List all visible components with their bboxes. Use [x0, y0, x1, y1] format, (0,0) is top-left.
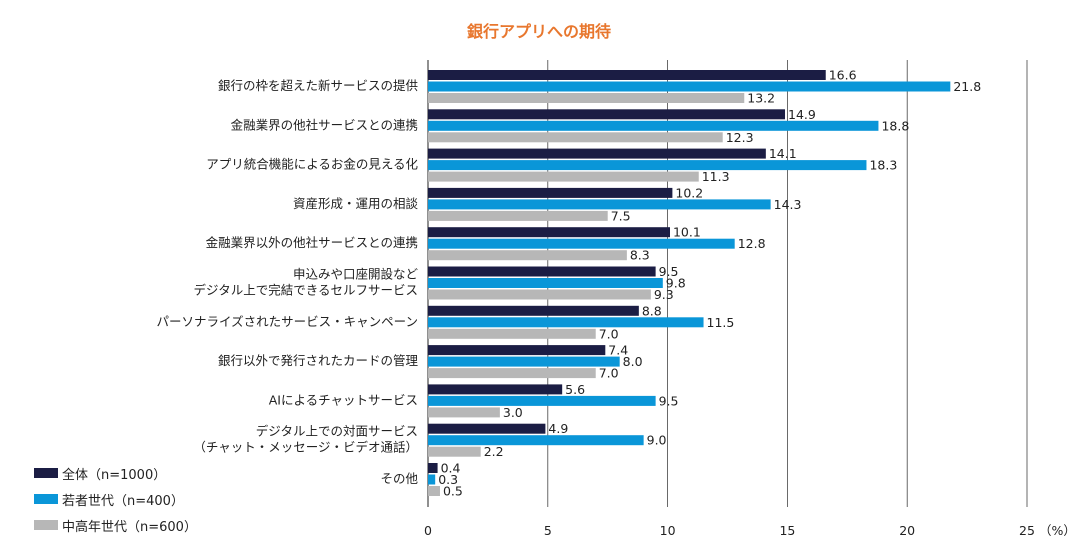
x-tick-label-15: 15: [779, 523, 795, 538]
category-label-9-0: デジタル上での対面サービス: [256, 424, 418, 439]
data-label-0-5: 9.5: [659, 264, 679, 279]
bar-1-8: [428, 395, 656, 406]
data-label-2-1: 12.3: [726, 130, 754, 145]
x-tick-label-20: 20: [899, 523, 915, 538]
legend-label-young: 若者世代（n=400）: [62, 493, 184, 509]
data-label-0-1: 14.9: [788, 107, 816, 122]
data-label-2-10: 0.5: [443, 484, 463, 499]
data-label-1-0: 21.8: [953, 79, 981, 94]
bar-2-0: [428, 93, 745, 103]
data-label-0-8: 5.6: [565, 382, 585, 397]
legend: 全体（n=1000） 若者世代（n=400） 中高年世代（n=600）: [34, 460, 197, 538]
bar-0-2: [428, 148, 766, 159]
category-label-5-0: 申込みや口座開設など: [293, 267, 419, 282]
bar-1-4: [428, 238, 735, 249]
bar-2-9: [428, 446, 481, 457]
legend-label-senior: 中高年世代（n=600）: [62, 519, 197, 535]
bar-2-10: [428, 486, 440, 496]
category-label-2: アプリ統合機能によるお金の見える化: [206, 157, 418, 172]
bar-0-7: [428, 345, 606, 356]
bar-0-8: [428, 384, 563, 395]
bar-1-7: [428, 356, 620, 367]
bar-2-6: [428, 328, 596, 339]
data-label-1-8: 9.5: [659, 393, 679, 408]
x-tick-label-0: 0: [424, 523, 432, 538]
category-label-0: 銀行の枠を超えた新サービスの提供: [218, 78, 418, 93]
data-label-1-9: 9.0: [647, 433, 667, 448]
bar-1-5: [428, 278, 663, 288]
data-label-1-3: 14.3: [774, 197, 802, 212]
bar-0-10: [428, 463, 438, 473]
data-label-2-5: 9.3: [654, 287, 674, 302]
data-label-0-3: 10.2: [675, 185, 703, 200]
bar-0-3: [428, 187, 673, 198]
data-label-0-0: 16.6: [829, 68, 857, 83]
category-label-7: 銀行以外で発行されたカードの管理: [218, 353, 419, 368]
bar-1-3: [428, 199, 771, 210]
bar-2-2: [428, 171, 699, 182]
bar-2-5: [428, 289, 651, 300]
bar-1-0: [428, 81, 951, 92]
x-tick-label-5: 5: [544, 523, 552, 538]
bar-0-4: [428, 227, 670, 238]
data-label-2-7: 7.0: [599, 366, 619, 381]
data-label-1-5: 9.8: [666, 276, 686, 291]
x-tick-label-25: 25: [1019, 523, 1035, 538]
bar-2-7: [428, 368, 596, 379]
bar-1-9: [428, 435, 644, 446]
bar-1-6: [428, 317, 704, 328]
legend-item-young: 若者世代（n=400）: [34, 486, 197, 512]
legend-swatch-young: [34, 494, 58, 504]
legend-swatch-all: [34, 468, 58, 478]
data-label-1-4: 12.8: [738, 236, 766, 251]
category-label-1: 金融業界の他社サービスとの連携: [231, 117, 418, 132]
bar-0-6: [428, 305, 639, 316]
data-label-2-2: 11.3: [702, 169, 730, 184]
x-tick-label-10: 10: [660, 523, 676, 538]
data-label-2-9: 2.2: [484, 444, 504, 459]
bar-1-10: [428, 474, 436, 485]
legend-swatch-senior: [34, 520, 58, 530]
category-label-4: 金融業界以外の他社サービスとの連携: [206, 235, 418, 250]
data-label-0-2: 14.1: [769, 146, 797, 161]
bar-0-9: [428, 423, 546, 434]
data-label-2-4: 8.3: [630, 248, 650, 263]
legend-item-all: 全体（n=1000）: [34, 460, 197, 486]
data-label-1-2: 18.3: [869, 158, 897, 173]
category-label-5-1: デジタル上で完結できるセルフサービス: [193, 283, 418, 298]
category-label-3: 資産形成・運用の相談: [293, 196, 419, 211]
bar-1-1: [428, 120, 879, 131]
bar-0-5: [428, 266, 656, 277]
chart-title: 銀行アプリへの期待: [466, 22, 611, 41]
bar-1-2: [428, 160, 867, 171]
data-label-1-6: 11.5: [707, 315, 735, 330]
data-label-0-9: 4.9: [548, 421, 568, 436]
data-label-2-0: 13.2: [747, 91, 775, 106]
data-label-2-8: 3.0: [503, 405, 523, 420]
bar-0-0: [428, 70, 826, 80]
data-label-1-10: 0.3: [438, 472, 458, 487]
data-label-1-1: 18.8: [881, 118, 909, 133]
data-label-0-10: 0.4: [441, 461, 461, 476]
data-label-1-7: 8.0: [623, 354, 643, 369]
category-label-6: パーソナライズされたサービス・キャンペーン: [156, 314, 418, 329]
data-label-0-7: 7.4: [608, 343, 628, 358]
data-label-2-6: 7.0: [599, 326, 619, 341]
bar-2-8: [428, 407, 500, 418]
bar-2-4: [428, 250, 627, 261]
category-label-8: AIによるチャットサービス: [269, 392, 418, 407]
data-label-0-6: 8.8: [642, 303, 662, 318]
legend-item-senior: 中高年世代（n=600）: [34, 512, 197, 538]
data-label-0-4: 10.1: [673, 225, 701, 240]
category-label-10: その他: [380, 471, 418, 486]
bar-0-1: [428, 109, 786, 120]
data-label-2-3: 7.5: [611, 208, 631, 223]
bar-2-3: [428, 210, 608, 221]
category-label-9-1: （チャット・メッセージ・ビデオ通話）: [193, 440, 418, 455]
x-axis-unit: （%）: [1039, 523, 1076, 538]
bar-2-1: [428, 132, 723, 143]
legend-label-all: 全体（n=1000）: [62, 467, 167, 483]
